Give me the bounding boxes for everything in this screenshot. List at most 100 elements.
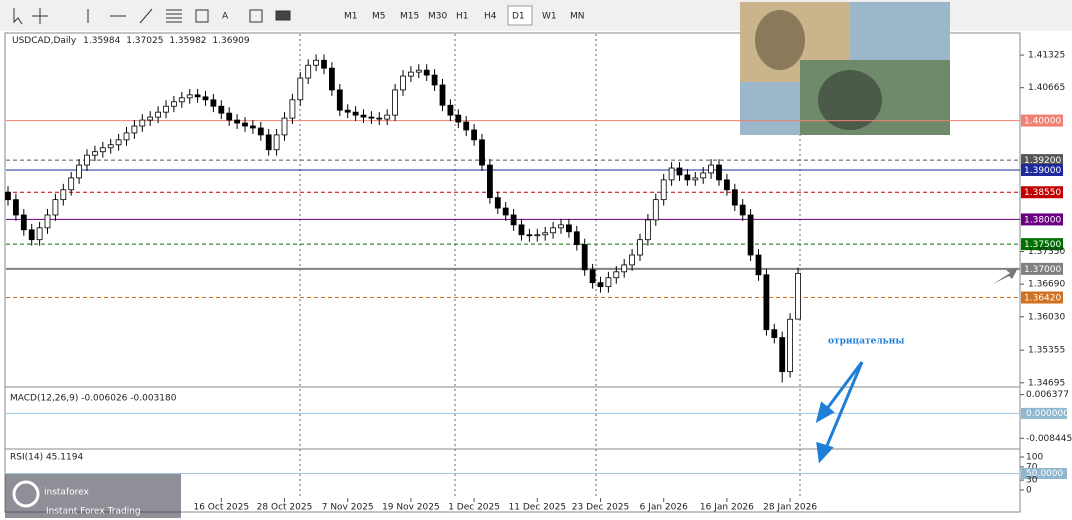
- candle-body: [471, 129, 478, 141]
- candle-body: [684, 174, 691, 181]
- candle-body: [360, 114, 367, 118]
- candle-body: [415, 69, 422, 73]
- x-tick-label: 28 Jan 2026: [763, 503, 817, 513]
- candle-body: [526, 234, 533, 237]
- candle-body: [407, 71, 414, 77]
- level-label: 1.40000: [1024, 117, 1061, 127]
- candle-body: [423, 69, 430, 76]
- chart-header: USDCAD,Daily 1.35984 1.37025 1.35982 1.3…: [12, 36, 250, 46]
- y-tick-label: 0.000000: [1026, 409, 1069, 419]
- candle-body: [123, 132, 130, 141]
- candle-body: [668, 167, 675, 181]
- candle-body: [486, 164, 493, 199]
- x-tick-label: 23 Dec 2025: [572, 503, 630, 513]
- toolbar-icons: [13, 8, 291, 25]
- candle-body: [581, 244, 588, 271]
- level-box: [1021, 407, 1067, 419]
- level-box: [1021, 213, 1063, 226]
- candle-body: [218, 105, 225, 114]
- candle-body: [384, 114, 391, 120]
- candle-body: [731, 189, 738, 206]
- high: 1.37025: [126, 36, 163, 46]
- candle-body: [716, 164, 722, 181]
- candle-body: [605, 277, 612, 288]
- candle-body: [305, 64, 312, 79]
- timeframe-button[interactable]: M15: [400, 12, 419, 22]
- candle-body: [589, 269, 596, 284]
- level-box: [1021, 468, 1067, 479]
- level-label: 1.39200: [1024, 156, 1061, 166]
- level-label: 1.36420: [1024, 294, 1061, 304]
- candle-body: [202, 96, 209, 101]
- candle-body: [20, 214, 27, 231]
- y-tick-label: 1.37350: [1028, 247, 1065, 257]
- candle-body: [336, 89, 343, 111]
- candle-body: [107, 144, 114, 149]
- candle-body: [52, 199, 59, 216]
- price-arrow: [993, 268, 1018, 284]
- candle-body: [558, 224, 564, 229]
- x-tick-label: 7 Nov 2025: [322, 503, 374, 513]
- level-box: [1021, 163, 1063, 176]
- x-tick-label: 16 Jan 2026: [700, 503, 754, 513]
- candle-body: [652, 199, 659, 221]
- level-label: 1.39000: [1024, 166, 1061, 176]
- timeframe-button[interactable]: M5: [372, 12, 386, 22]
- x-tick-label: 11 Dec 2025: [509, 503, 567, 513]
- candle-body: [479, 139, 485, 166]
- logo-tagline: Instant Forex Trading: [46, 507, 141, 517]
- candle-body: [621, 264, 628, 273]
- candle-body: [186, 94, 193, 99]
- timeframe-bar: M1 M5 M15 M30 H1 H4 D1 W1 MN: [344, 5, 585, 26]
- level-box: [1021, 262, 1063, 275]
- candle-body: [763, 274, 770, 331]
- candle-body: [234, 119, 241, 124]
- candle-body: [273, 134, 280, 151]
- candle-body: [242, 122, 248, 127]
- timeframe-button[interactable]: W1: [542, 12, 557, 22]
- timeframe-button[interactable]: H1: [456, 12, 469, 22]
- timeframe-button[interactable]: MN: [570, 12, 585, 22]
- x-tick-label: 1 Dec 2025: [448, 503, 500, 513]
- candle-body: [431, 74, 438, 86]
- text-tool[interactable]: A: [222, 12, 229, 22]
- y-tick-label: 0: [1026, 486, 1032, 496]
- y-tick-label: 1.41325: [1028, 51, 1065, 61]
- candle-body: [708, 164, 714, 174]
- candle-body: [534, 234, 541, 237]
- candle-body: [155, 111, 162, 118]
- candle-body: [194, 94, 201, 98]
- candle-body: [787, 318, 793, 373]
- logo-name: instaforex: [44, 488, 89, 498]
- candle-body: [692, 177, 699, 181]
- candle-body: [597, 282, 604, 288]
- candle-body: [613, 271, 620, 279]
- candle-body: [178, 97, 185, 103]
- candle-body: [700, 172, 707, 179]
- candle-body: [92, 151, 98, 156]
- open: 1.35984: [83, 36, 120, 46]
- level-box: [1021, 238, 1063, 251]
- candle-body: [68, 177, 75, 191]
- candle-body: [99, 147, 106, 153]
- candle-body: [368, 116, 375, 119]
- candle-body: [779, 337, 786, 373]
- y-tick-label: 1.36030: [1028, 312, 1065, 322]
- timeframe-button[interactable]: M30: [428, 12, 447, 22]
- timeframe-button[interactable]: M1: [344, 12, 358, 22]
- candle-body: [5, 191, 11, 201]
- rsi-header: RSI(14) 45.1194: [10, 453, 83, 463]
- timeframe-button[interactable]: D1: [512, 12, 525, 22]
- chart-frame: [4, 32, 1021, 513]
- candle-body: [115, 139, 122, 146]
- candle-body: [131, 125, 138, 134]
- candle-body: [170, 101, 177, 107]
- candle-body: [518, 224, 525, 236]
- annotation: отрицательны: [828, 337, 904, 347]
- candle-body: [463, 121, 470, 131]
- timeframe-button[interactable]: H4: [484, 12, 497, 22]
- candle-body: [289, 99, 296, 119]
- x-tick-label: 6 Jan 2026: [640, 503, 688, 513]
